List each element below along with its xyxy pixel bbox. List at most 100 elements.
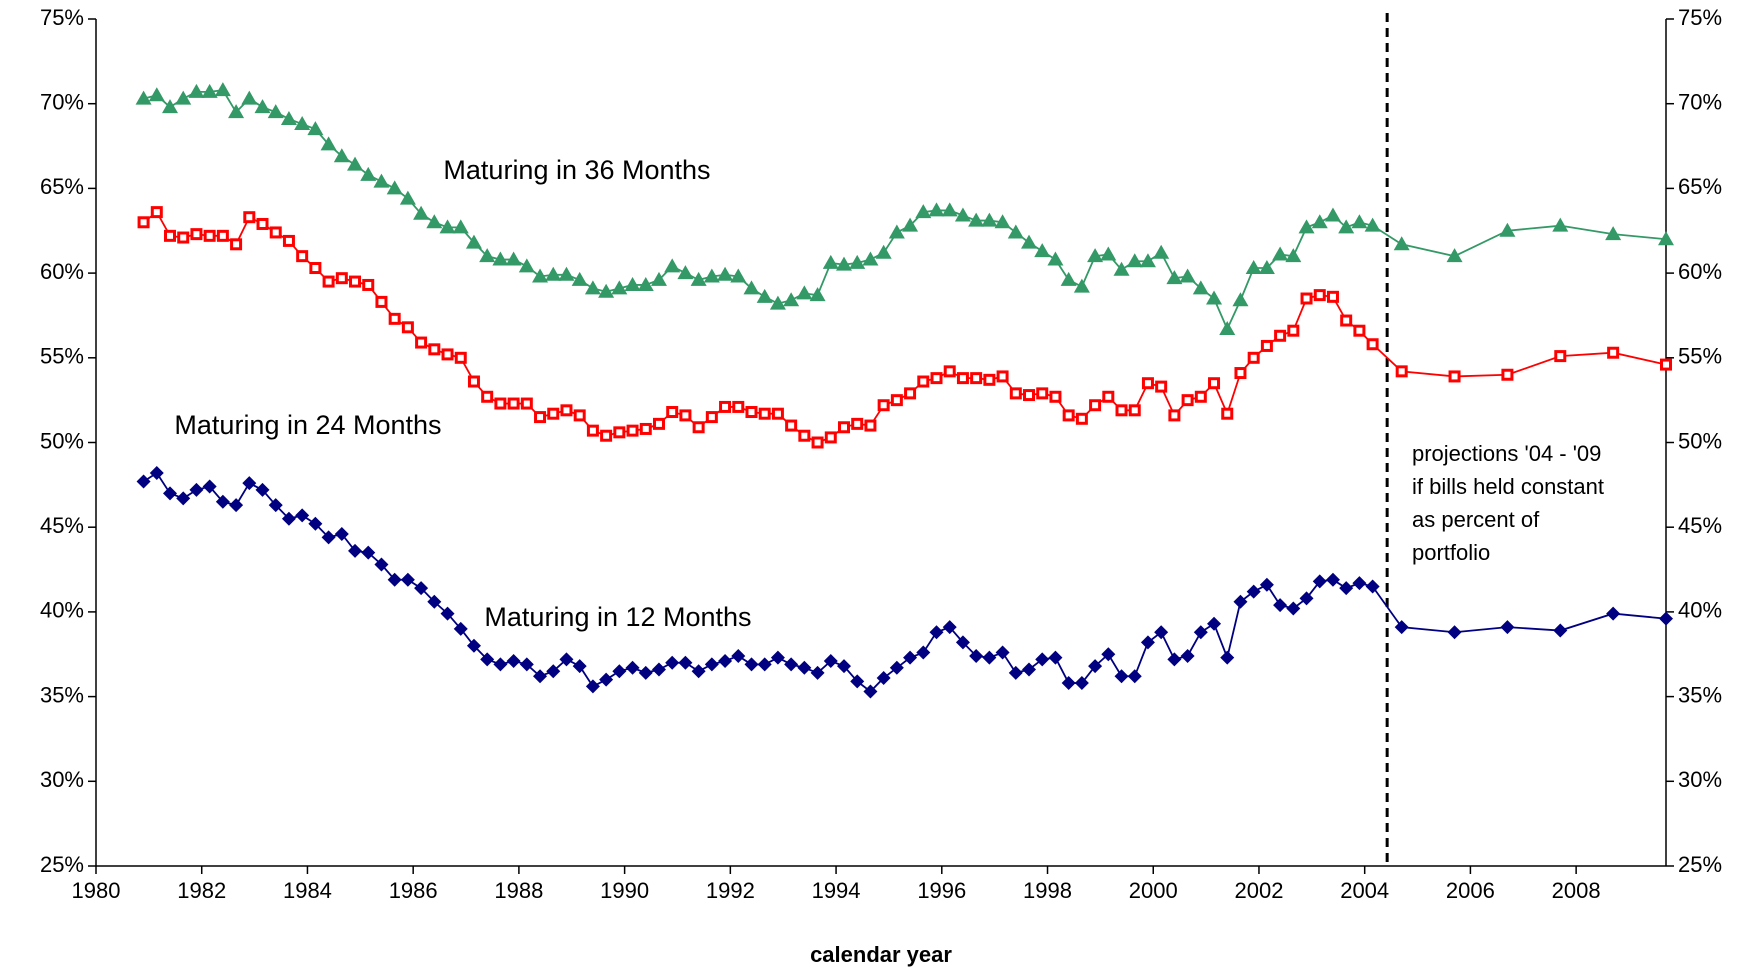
marker (955, 635, 970, 650)
y-tick-label: 60% (40, 259, 84, 284)
marker-inner (1012, 390, 1019, 397)
marker-inner (391, 315, 398, 322)
marker (718, 654, 733, 669)
marker (1339, 581, 1354, 596)
marker-inner (867, 422, 874, 429)
marker-inner (788, 422, 795, 429)
marker-inner (378, 298, 385, 305)
marker-inner (153, 209, 160, 216)
marker (744, 657, 759, 672)
marker (1393, 236, 1410, 251)
marker (625, 660, 640, 675)
marker-inner (682, 412, 689, 419)
marker-inner (669, 409, 676, 416)
marker (822, 254, 839, 269)
y-tick-label: 55% (40, 344, 84, 369)
marker (1153, 244, 1170, 259)
marker-inner (1039, 390, 1046, 397)
marker (136, 474, 151, 489)
marker (717, 266, 734, 281)
annotation: portfolio (1412, 540, 1490, 565)
marker-inner (180, 234, 187, 241)
marker (810, 665, 825, 680)
marker (1553, 623, 1568, 638)
marker (281, 511, 296, 526)
y-tick-label: 50% (40, 428, 84, 453)
marker (1179, 268, 1196, 283)
x-tick-label: 1996 (917, 878, 966, 903)
marker-inner (1369, 341, 1376, 348)
marker (863, 684, 878, 699)
marker (254, 99, 271, 114)
x-tick-label: 1986 (389, 878, 438, 903)
y2-tick-label: 30% (1678, 767, 1722, 792)
marker (295, 508, 310, 523)
marker-inner (1316, 292, 1323, 299)
series-label: Maturing in 36 Months (443, 155, 710, 185)
marker-inner (774, 410, 781, 417)
marker (942, 620, 957, 635)
marker (347, 156, 364, 171)
marker (1140, 635, 1155, 650)
marker (1060, 271, 1077, 286)
marker (1219, 321, 1236, 336)
marker-inner (338, 275, 345, 282)
marker-inner (1237, 370, 1244, 377)
marker (188, 83, 205, 98)
marker-inner (365, 281, 372, 288)
marker (414, 581, 429, 596)
x-tick-label: 1994 (812, 878, 861, 903)
marker (400, 572, 415, 587)
marker-inner (206, 232, 213, 239)
marker (598, 283, 615, 298)
marker (1007, 224, 1024, 239)
marker (427, 594, 442, 609)
marker (1285, 248, 1302, 263)
x-axis-title: calendar year (810, 942, 952, 967)
marker (1446, 248, 1463, 263)
marker-inner (537, 414, 544, 421)
marker (280, 110, 297, 125)
marker (624, 276, 641, 291)
marker-inner (814, 439, 821, 446)
x-tick-label: 2000 (1129, 878, 1178, 903)
marker (1126, 253, 1143, 268)
marker (1272, 246, 1289, 261)
marker (1659, 611, 1673, 626)
series-line (143, 210, 1667, 444)
marker (1100, 246, 1117, 261)
marker-inner (285, 237, 292, 244)
marker (532, 268, 549, 283)
marker-inner (1052, 393, 1059, 400)
marker (466, 638, 481, 653)
x-tick-label: 1980 (72, 878, 121, 903)
marker (1193, 625, 1208, 640)
marker (1259, 577, 1274, 592)
x-tick-label: 1998 (1023, 878, 1072, 903)
y-tick-label: 40% (40, 598, 84, 623)
marker (241, 90, 258, 105)
marker (373, 173, 390, 188)
marker (994, 214, 1011, 229)
marker (387, 572, 402, 587)
marker (572, 659, 587, 674)
marker-inner (655, 420, 662, 427)
y2-tick-label: 25% (1678, 852, 1722, 877)
marker (1127, 669, 1142, 684)
marker-inner (920, 378, 927, 385)
marker-inner (484, 393, 491, 400)
marker-inner (708, 414, 715, 421)
marker-inner (1118, 407, 1125, 414)
marker-inner (1065, 412, 1072, 419)
marker (439, 219, 456, 234)
marker (1154, 625, 1169, 640)
series-line (143, 89, 1667, 332)
marker (333, 148, 350, 163)
marker (268, 498, 283, 513)
marker-inner (603, 432, 610, 439)
marker (809, 287, 826, 302)
y2-tick-label: 70% (1678, 90, 1722, 115)
marker-inner (1224, 410, 1231, 417)
marker (1246, 584, 1261, 599)
marker (836, 659, 851, 674)
